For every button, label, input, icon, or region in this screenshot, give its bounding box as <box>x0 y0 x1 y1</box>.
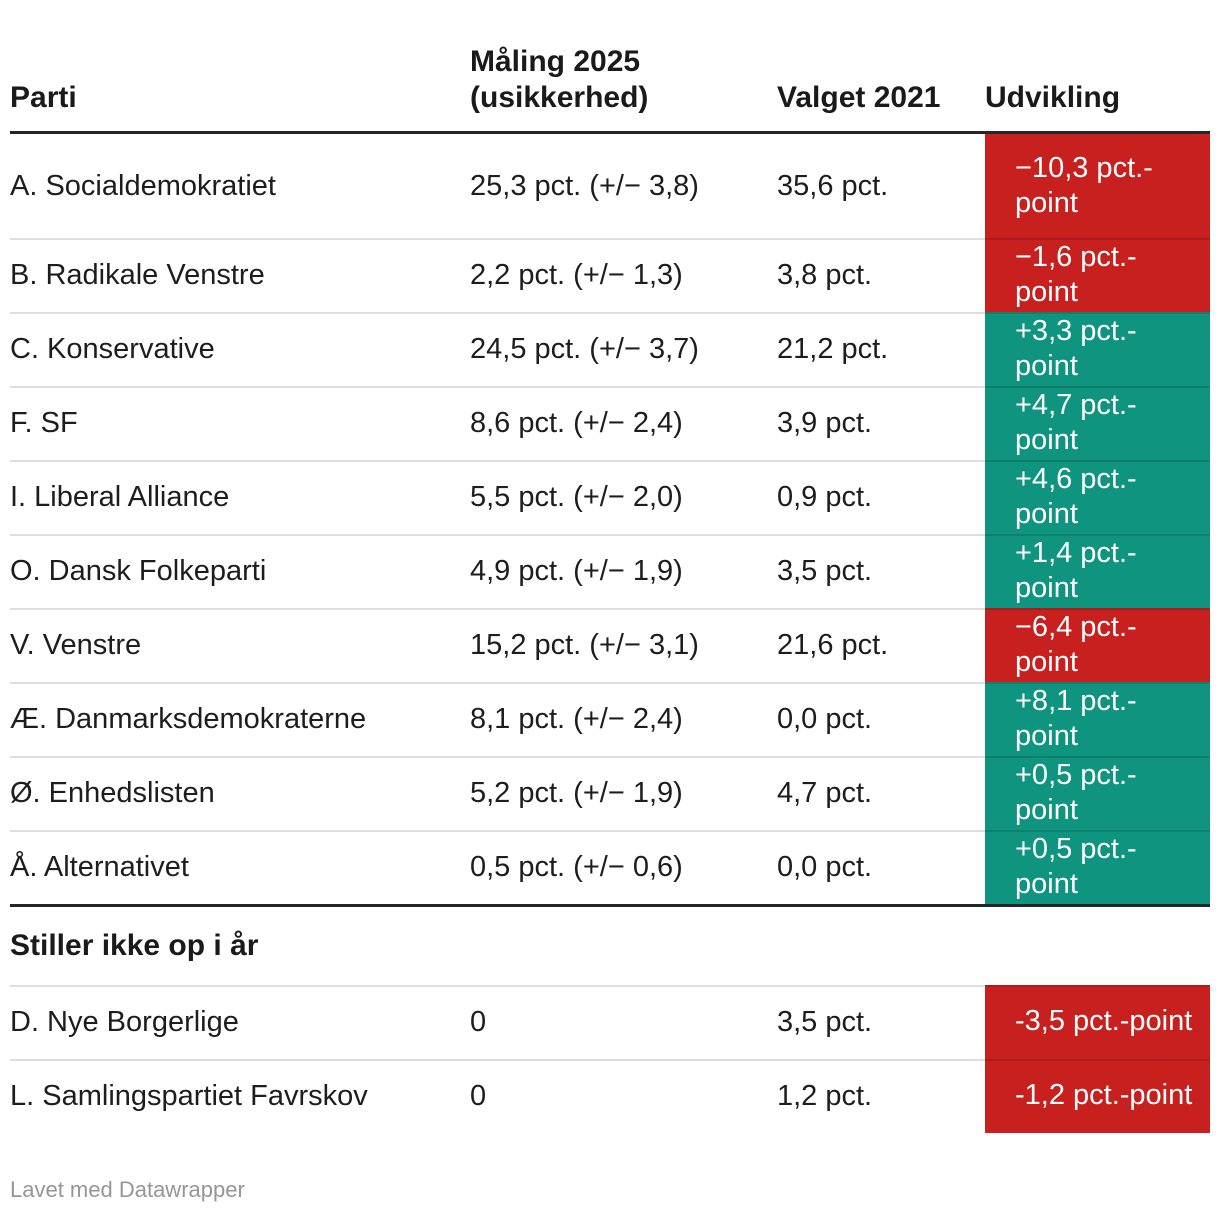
poll-cell: 8,1 pct. (+/− 2,4) <box>470 702 683 735</box>
party-cell: V. Venstre <box>10 628 142 661</box>
column-header-udvikling: Udvikling <box>985 81 1121 114</box>
party-cell: C. Konservative <box>10 332 215 365</box>
table-row: L. Samlingspartiet Favrskov 0 1,2 pct. -… <box>10 1059 1210 1133</box>
election-cell: 3,5 pct. <box>777 1005 873 1038</box>
change-cell: +4,6 pct.-point <box>985 460 1210 534</box>
change-cell: +4,7 pct.-point <box>985 386 1210 460</box>
change-cell: −10,3 pct.- point <box>985 134 1210 238</box>
change-cell: +0,5 pct.-point <box>985 830 1210 904</box>
table-row: V. Venstre 15,2 pct. (+/− 3,1) 21,6 pct.… <box>10 608 1210 682</box>
party-cell: D. Nye Borgerlige <box>10 1005 239 1038</box>
poll-cell: 24,5 pct. (+/− 3,7) <box>470 332 699 365</box>
party-cell: I. Liberal Alliance <box>10 480 230 513</box>
column-header-maling: Måling 2025 (usikkerhed) <box>470 45 649 114</box>
party-cell: O. Dansk Folkeparti <box>10 554 267 587</box>
change-cell: −6,4 pct.-point <box>985 608 1210 682</box>
table-row: Ø. Enhedslisten 5,2 pct. (+/− 1,9) 4,7 p… <box>10 756 1210 830</box>
election-cell: 21,6 pct. <box>777 628 889 661</box>
change-cell: -1,2 pct.-point <box>985 1059 1210 1133</box>
not-running-section: D. Nye Borgerlige 0 3,5 pct. -3,5 pct.-p… <box>10 985 1210 1133</box>
poll-cell: 2,2 pct. (+/− 1,3) <box>470 258 683 291</box>
party-cell: A. Socialdemokratiet <box>10 169 276 202</box>
poll-cell: 0 <box>470 1079 487 1112</box>
change-cell: −1,6 pct.-point <box>985 238 1210 312</box>
table-row: D. Nye Borgerlige 0 3,5 pct. -3,5 pct.-p… <box>10 985 1210 1059</box>
poll-cell: 15,2 pct. (+/− 3,1) <box>470 628 699 661</box>
change-cell: -3,5 pct.-point <box>985 985 1210 1059</box>
poll-cell: 0 <box>470 1005 487 1038</box>
poll-cell: 8,6 pct. (+/− 2,4) <box>470 406 683 439</box>
party-cell: Æ. Danmarksdemokraterne <box>10 702 367 735</box>
table-row: I. Liberal Alliance 5,5 pct. (+/− 2,0) 0… <box>10 460 1210 534</box>
table-row: Å. Alternativet 0,5 pct. (+/− 0,6) 0,0 p… <box>10 830 1210 904</box>
poll-cell: 4,9 pct. (+/− 1,9) <box>470 554 683 587</box>
table-row: B. Radikale Venstre 2,2 pct. (+/− 1,3) 3… <box>10 238 1210 312</box>
datawrapper-credit: Lavet med Datawrapper <box>10 1177 245 1202</box>
change-cell: +3,3 pct.-point <box>985 312 1210 386</box>
table-row: F. SF 8,6 pct. (+/− 2,4) 3,9 pct. +4,7 p… <box>10 386 1210 460</box>
change-cell: +1,4 pct.-point <box>985 534 1210 608</box>
poll-cell: 0,5 pct. (+/− 0,6) <box>470 850 683 883</box>
election-cell: 0,0 pct. <box>777 702 873 735</box>
election-cell: 4,7 pct. <box>777 776 873 809</box>
table-row: C. Konservative 24,5 pct. (+/− 3,7) 21,2… <box>10 312 1210 386</box>
party-cell: F. SF <box>10 406 78 439</box>
section-title: Stiller ikke op i år <box>10 929 259 962</box>
table-row: Æ. Danmarksdemokraterne 8,1 pct. (+/− 2,… <box>10 682 1210 756</box>
party-cell: Å. Alternativet <box>10 850 189 883</box>
election-cell: 1,2 pct. <box>777 1079 873 1112</box>
column-header-parti: Parti <box>10 81 77 114</box>
party-cell: Ø. Enhedslisten <box>10 776 215 809</box>
change-cell: +0,5 pct.-point <box>985 756 1210 830</box>
election-cell: 0,9 pct. <box>777 480 873 513</box>
poll-cell: 5,5 pct. (+/− 2,0) <box>470 480 683 513</box>
change-cell: +8,1 pct.-point <box>985 682 1210 756</box>
party-cell: B. Radikale Venstre <box>10 258 265 291</box>
table-row: A. Socialdemokratiet 25,3 pct. (+/− 3,8)… <box>10 134 1210 238</box>
main-section: A. Socialdemokratiet 25,3 pct. (+/− 3,8)… <box>10 134 1210 907</box>
election-cell: 3,8 pct. <box>777 258 873 291</box>
poll-cell: 25,3 pct. (+/− 3,8) <box>470 169 699 202</box>
party-cell: L. Samlingspartiet Favrskov <box>10 1079 368 1112</box>
election-cell: 0,0 pct. <box>777 850 873 883</box>
table-row: O. Dansk Folkeparti 4,9 pct. (+/− 1,9) 3… <box>10 534 1210 608</box>
election-cell: 21,2 pct. <box>777 332 889 365</box>
election-cell: 3,9 pct. <box>777 406 873 439</box>
column-header-valget: Valget 2021 <box>777 81 941 114</box>
election-cell: 3,5 pct. <box>777 554 873 587</box>
poll-cell: 5,2 pct. (+/− 1,9) <box>470 776 683 809</box>
election-cell: 35,6 pct. <box>777 169 889 202</box>
table-header-row: Parti Måling 2025 (usikkerhed) Valget 20… <box>10 0 1210 134</box>
